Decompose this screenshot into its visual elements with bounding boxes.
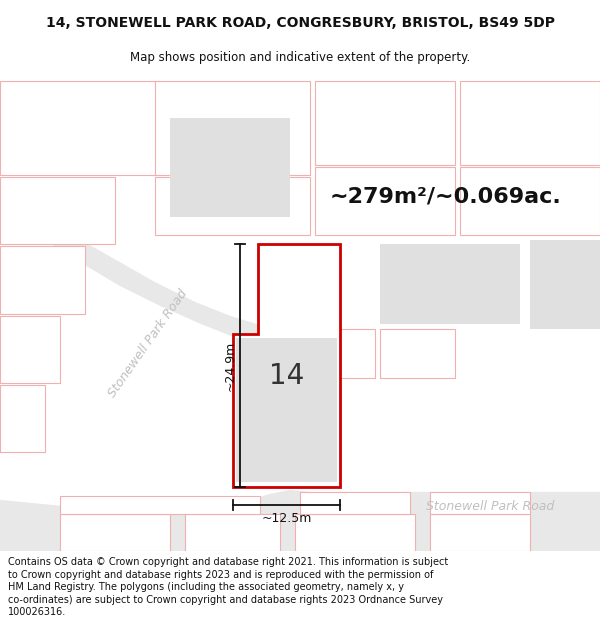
Text: Stonewell Park Road: Stonewell Park Road <box>106 287 190 400</box>
Polygon shape <box>233 244 340 487</box>
Bar <box>315 168 455 234</box>
Bar <box>380 329 455 378</box>
Bar <box>236 339 337 482</box>
Text: Contains OS data © Crown copyright and database right 2021. This information is : Contains OS data © Crown copyright and d… <box>8 558 448 568</box>
Bar <box>155 81 310 175</box>
Text: 100026316.: 100026316. <box>8 607 66 617</box>
Text: ~279m²/~0.069ac.: ~279m²/~0.069ac. <box>330 187 562 207</box>
Bar <box>300 492 410 514</box>
Text: Map shows position and indicative extent of the property.: Map shows position and indicative extent… <box>130 51 470 64</box>
Text: ~12.5m: ~12.5m <box>262 512 311 525</box>
Text: 14, STONEWELL PARK ROAD, CONGRESBURY, BRISTOL, BS49 5DP: 14, STONEWELL PARK ROAD, CONGRESBURY, BR… <box>46 16 554 30</box>
Text: ~24.9m: ~24.9m <box>223 341 236 391</box>
Text: 14: 14 <box>269 362 304 389</box>
Text: HM Land Registry. The polygons (including the associated geometry, namely x, y: HM Land Registry. The polygons (includin… <box>8 582 404 592</box>
Bar <box>380 244 520 324</box>
Bar <box>0 177 115 244</box>
Text: co-ordinates) are subject to Crown copyright and database rights 2023 Ordnance S: co-ordinates) are subject to Crown copyr… <box>8 594 443 604</box>
Bar <box>0 385 45 452</box>
Bar <box>430 514 530 551</box>
Bar <box>315 329 375 378</box>
Text: Stonewell Park Road: Stonewell Park Road <box>426 500 554 513</box>
Bar <box>460 168 600 234</box>
Bar <box>0 81 160 175</box>
Polygon shape <box>0 490 600 551</box>
Bar <box>295 514 415 551</box>
Bar <box>0 316 60 383</box>
Bar <box>0 246 85 314</box>
Bar <box>460 81 600 165</box>
Bar <box>430 492 530 514</box>
Bar <box>60 514 170 551</box>
Polygon shape <box>0 185 308 355</box>
Bar <box>60 496 260 514</box>
Bar <box>170 118 290 217</box>
Bar <box>155 177 310 234</box>
Bar <box>530 239 600 329</box>
Text: to Crown copyright and database rights 2023 and is reproduced with the permissio: to Crown copyright and database rights 2… <box>8 570 433 580</box>
Bar <box>315 81 455 165</box>
Bar <box>185 514 280 551</box>
